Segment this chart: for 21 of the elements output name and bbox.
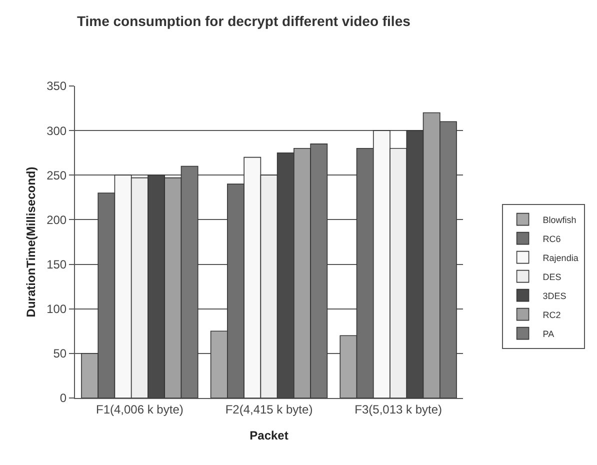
legend-label: PA [542,328,554,339]
y-tick-label: 150 [46,257,67,272]
y-tick-label: 50 [53,346,67,361]
y-tick-label: 300 [46,124,67,138]
x-tick-label: F3(5,013 k byte) [354,402,442,416]
x-axis-title: Packet [250,428,288,442]
legend-label: RC6 [542,234,561,244]
y-tick-label: 200 [46,212,67,227]
legend-label: Blowfish [542,214,576,225]
legend-label: RC2 [542,310,561,320]
x-tick-label: F1(4,006 k byte) [96,402,184,416]
y-axis-title: DurationTime(Millisecond) [24,166,38,318]
y-tick-label: 250 [46,168,67,182]
chart-title: Time consumption for decrypt different video files [76,13,411,30]
legend-label: 3DES [542,290,566,301]
y-tick-label: 0 [60,391,67,406]
legend-label: DES [542,272,562,282]
y-tick-label: 100 [46,302,67,316]
x-tick-label: F2(4,415 k byte) [225,402,313,416]
legend-label: Rajendia [542,252,578,263]
y-tick-label: 350 [46,79,67,94]
